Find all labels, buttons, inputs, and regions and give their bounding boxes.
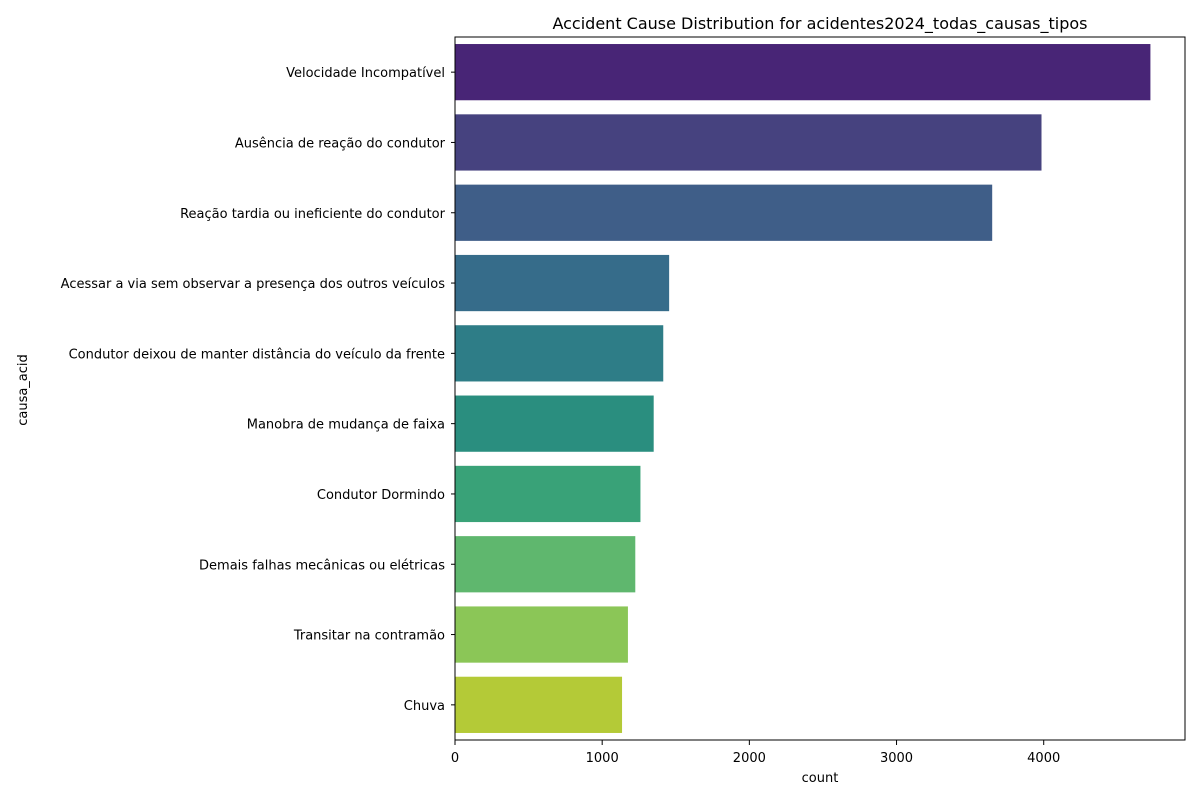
plot-frame	[454, 36, 1186, 741]
x-tick-label: 2000	[733, 751, 766, 766]
axes-frame	[454, 36, 1186, 741]
bar	[455, 114, 1042, 171]
chart-title: Accident Cause Distribution for acidente…	[552, 14, 1087, 34]
bar	[455, 465, 641, 523]
bar	[455, 606, 628, 663]
y-tick-label: Ausência de reação do condutor	[235, 136, 446, 151]
y-tick-label: Velocidade Incompatível	[286, 66, 445, 81]
x-tick-label: 1000	[586, 751, 619, 766]
y-axis-title: causa_acid	[16, 354, 31, 426]
x-tick-label: 0	[451, 751, 459, 766]
y-tick-label: Manobra de mudança de faixa	[247, 418, 445, 433]
bar	[455, 44, 1151, 101]
y-tick-labels: Velocidade Incompatível Ausência de reaçã…	[61, 66, 455, 714]
y-tick-label: Acessar a via sem observar a presença do…	[61, 277, 446, 292]
bar	[455, 536, 636, 593]
bar	[455, 325, 664, 382]
bar	[455, 395, 654, 452]
x-ticks: 0 1000 2000 3000 4000	[451, 740, 1060, 766]
bar	[455, 184, 993, 241]
y-tick-label: Reação tardia ou ineficiente do condutor	[180, 207, 446, 222]
y-tick-label: Condutor Dormindo	[317, 488, 445, 503]
x-tick-label: 4000	[1027, 751, 1060, 766]
y-tick-label: Transitar na contramão	[293, 629, 445, 644]
y-tick-label: Demais falhas mecânicas ou elétricas	[199, 558, 445, 573]
x-axis-title: count	[802, 771, 839, 786]
bar	[455, 676, 623, 733]
bar	[455, 254, 670, 312]
y-tick-label: Condutor deixou de manter distância do v…	[69, 347, 445, 362]
x-tick-label: 3000	[880, 751, 913, 766]
bars-layer	[455, 44, 1151, 733]
y-tick-label: Chuva	[404, 699, 445, 714]
